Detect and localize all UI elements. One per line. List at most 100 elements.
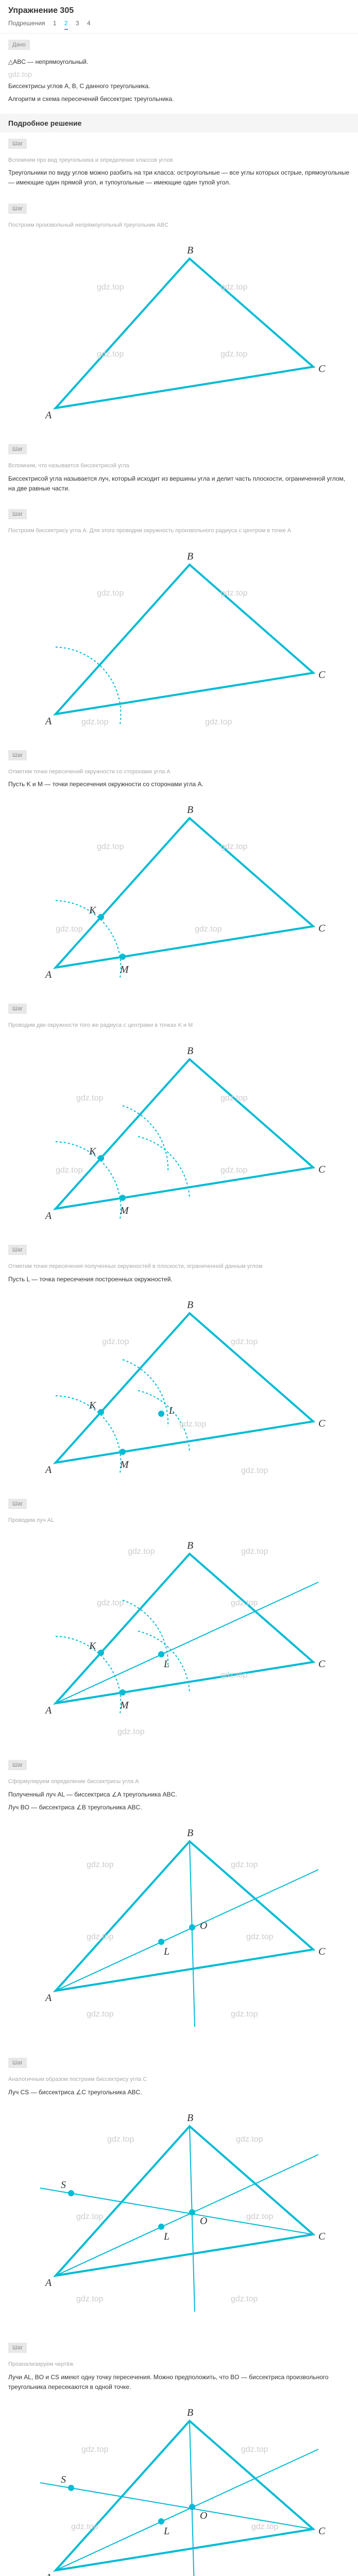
step-text: Биссектрисой угла называется луч, которы… [8, 474, 350, 494]
step-label: Шаг [8, 1760, 27, 1770]
step-sub: Вспомним, что называется биссектрисой уг… [8, 462, 350, 471]
svg-text:gdz.top: gdz.top [97, 1599, 124, 1607]
tab-4[interactable]: 4 [87, 20, 91, 27]
step-label: Шаг [8, 1499, 27, 1509]
svg-text:A: A [44, 1992, 52, 2004]
figure-4: K M A B C gdz.top gdz.top gdz.top gdz.to… [25, 1039, 334, 1224]
svg-text:gdz.top: gdz.top [241, 1547, 268, 1556]
figure-1: A B C gdz.top gdz.top gdz.top gdz.top [25, 238, 334, 423]
svg-text:B: B [187, 1299, 193, 1311]
step-label: Шаг [8, 2058, 27, 2068]
svg-text:gdz.top: gdz.top [87, 2010, 114, 2019]
svg-text:gdz.top: gdz.top [87, 1860, 114, 1869]
svg-text:M: M [120, 1205, 129, 1216]
svg-text:gdz.top: gdz.top [81, 718, 109, 726]
svg-text:gdz.top: gdz.top [71, 2522, 98, 2531]
svg-text:gdz.top: gdz.top [231, 1860, 258, 1869]
given-3: Алгоритм и схема пересечений биссектрис … [8, 94, 350, 104]
svg-text:O: O [200, 1920, 207, 1931]
svg-text:gdz.top: gdz.top [76, 2212, 104, 2221]
svg-text:B: B [187, 245, 193, 256]
svg-text:M: M [120, 1459, 129, 1470]
svg-text:gdz.top: gdz.top [231, 2295, 258, 2303]
svg-text:C: C [318, 923, 326, 934]
triangle-arcs2-svg: K M A B C gdz.top gdz.top gdz.top gdz.to… [25, 1039, 334, 1224]
svg-text:gdz.top: gdz.top [220, 283, 248, 292]
svg-text:gdz.top: gdz.top [231, 2010, 258, 2019]
step-label: Шаг [8, 1245, 27, 1255]
step-label: Шаг [8, 1004, 27, 1014]
svg-text:A: A [44, 1705, 52, 1716]
subheader: Подробное решение [0, 114, 358, 132]
svg-text:L: L [163, 1946, 169, 1957]
svg-text:gdz.top: gdz.top [231, 1337, 258, 1346]
triangle-al-svg: K M L A B C gdz.top gdz.top gdz.top gdz.… [25, 1533, 334, 1739]
svg-text:gdz.top: gdz.top [97, 842, 124, 851]
given-1: △ABC — непрямоугольный. [8, 57, 350, 67]
svg-text:gdz.top: gdz.top [246, 1933, 274, 1941]
triangle-bo-svg: L O A B C gdz.top gdz.top gdz.top gdz.to… [25, 1821, 334, 2037]
step-5: Шаг Построим биссектрису угла A. Для это… [0, 503, 358, 744]
tab-2[interactable]: 2 [64, 20, 68, 30]
svg-text:gdz.top: gdz.top [117, 1727, 145, 1736]
step-sub: Отметим точки пересечения полученных окр… [8, 1262, 350, 1272]
figure-3: K M A B C gdz.top gdz.top gdz.top gdz.to… [25, 798, 334, 983]
svg-text:A: A [44, 969, 52, 980]
step-text-1: Полученный луч AL — биссектриса ∠A треуг… [8, 1790, 350, 1800]
svg-text:K: K [89, 1146, 97, 1157]
triangle-arc-svg: A B C gdz.top gdz.top gdz.top gdz.top [25, 544, 334, 730]
svg-text:K: K [89, 1400, 97, 1411]
triangle-all-svg: L O S A B C gdz.top gdz.top gdz.top gdz.… [25, 2400, 334, 2576]
svg-text:gdz.top: gdz.top [241, 2445, 268, 2454]
svg-text:C: C [318, 1418, 326, 1429]
svg-text:gdz.top: gdz.top [102, 1337, 129, 1346]
step-9: Шаг Проводим луч AL K M L A B C gdz.top … [0, 1493, 358, 1754]
step-11: Шаг Аналогичным образом построим биссект… [0, 2052, 358, 2336]
svg-text:gdz.top: gdz.top [56, 925, 83, 934]
svg-text:gdz.top: gdz.top [81, 2445, 109, 2454]
svg-text:gdz.top: gdz.top [246, 2212, 274, 2221]
svg-text:A: A [44, 1464, 52, 1476]
tabs: Подрешения 1 2 3 4 [8, 20, 350, 27]
svg-text:B: B [187, 804, 193, 816]
figure-8: L O S A B C gdz.top gdz.top gdz.top gdz.… [25, 2106, 334, 2322]
step-8: Шаг Отметим точки пересечения полученных… [0, 1239, 358, 1493]
svg-text:gdz.top: gdz.top [251, 2522, 279, 2531]
svg-text:gdz.top: gdz.top [128, 1547, 155, 1556]
svg-text:gdz.top: gdz.top [236, 2135, 263, 2144]
tab-1[interactable]: 1 [53, 20, 57, 27]
svg-text:M: M [120, 1700, 129, 1711]
step-4: Шаг Вспомним, что называется биссектрисо… [0, 438, 358, 503]
svg-text:S: S [61, 2474, 66, 2485]
figure-7: L O A B C gdz.top gdz.top gdz.top gdz.to… [25, 1821, 334, 2037]
svg-text:gdz.top: gdz.top [231, 1599, 258, 1607]
svg-text:K: K [89, 1640, 97, 1652]
step-sub: Аналогичным образом построим биссектрису… [8, 2075, 350, 2084]
svg-text:L: L [163, 1658, 169, 1670]
svg-text:gdz.top: gdz.top [87, 1933, 114, 1941]
step-text: Пусть K и M — точки пересечения окружнос… [8, 779, 350, 789]
svg-text:C: C [318, 1164, 326, 1175]
step-label: Шаг [8, 204, 27, 214]
step-6: Шаг Отметим точки пересечений окружности… [0, 744, 358, 998]
step-label: Шаг [8, 139, 27, 149]
step-text: Луч CS — биссектриса ∠C треугольника ABC… [8, 2088, 350, 2097]
svg-text:gdz.top: gdz.top [220, 350, 248, 359]
svg-text:gdz.top: gdz.top [97, 283, 124, 292]
svg-text:gdz.top: gdz.top [76, 1094, 104, 1103]
svg-text:O: O [200, 2510, 207, 2521]
header: Упражнение 305 Подрешения 1 2 3 4 [0, 0, 358, 33]
svg-text:B: B [187, 2407, 193, 2418]
tab-3[interactable]: 3 [76, 20, 79, 27]
step-sub: Проводим луч AL [8, 1516, 350, 1526]
triangle-km-svg: K M A B C gdz.top gdz.top gdz.top gdz.to… [25, 798, 334, 983]
svg-text:gdz.top: gdz.top [220, 1671, 248, 1680]
svg-text:gdz.top: gdz.top [97, 589, 124, 598]
svg-text:B: B [187, 2112, 193, 2124]
svg-text:C: C [318, 2231, 326, 2242]
svg-text:M: M [120, 964, 129, 975]
svg-text:gdz.top: gdz.top [195, 925, 222, 934]
svg-text:gdz.top: gdz.top [107, 2135, 134, 2144]
svg-text:B: B [187, 1045, 193, 1057]
figure-9: L O S A B C gdz.top gdz.top gdz.top gdz.… [25, 2400, 334, 2576]
